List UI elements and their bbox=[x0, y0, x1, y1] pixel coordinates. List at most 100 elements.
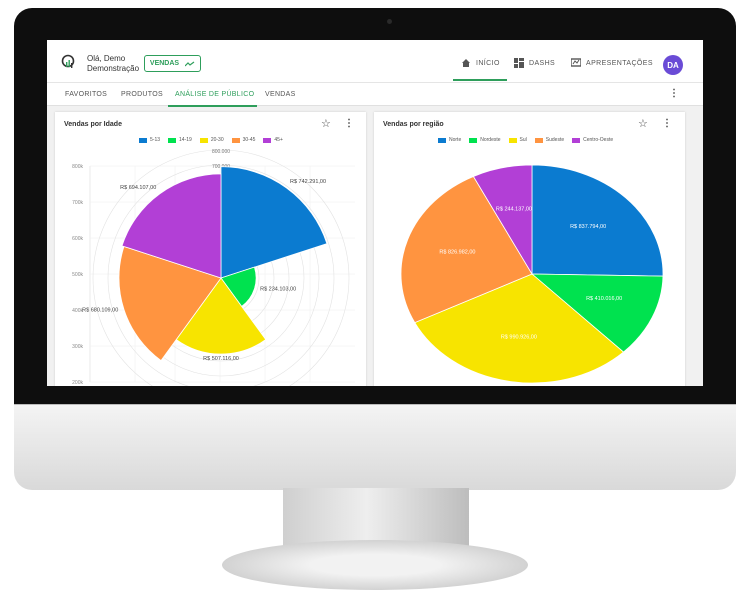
data-label: R$ 680.109,00 bbox=[82, 307, 118, 313]
data-label: R$ 410.016,00 bbox=[586, 296, 622, 302]
data-label: R$ 837.794,00 bbox=[570, 224, 606, 230]
legend-label: 5-13 bbox=[150, 137, 161, 143]
chart-legend: 5-13 14-19 20-30 30-45 45+ bbox=[139, 137, 283, 143]
greeting-name: Olá, Demo bbox=[87, 54, 126, 63]
screen: Olá, Demo Demonstração VENDAS INÍCIO DAS… bbox=[47, 40, 703, 386]
avatar[interactable]: DA bbox=[663, 55, 683, 75]
legend-swatch bbox=[469, 137, 478, 143]
logo-icon[interactable] bbox=[61, 54, 77, 70]
ring-label: 800.000 bbox=[212, 149, 230, 155]
legend-item[interactable]: 45+ bbox=[263, 137, 283, 143]
legend-item[interactable]: 5-13 bbox=[139, 137, 160, 143]
polar-wedge bbox=[175, 277, 267, 355]
legend-swatch bbox=[534, 137, 543, 143]
legend-label: 45+ bbox=[274, 137, 283, 143]
pie-slice bbox=[472, 164, 533, 276]
dashboard-selector-button[interactable]: VENDAS bbox=[144, 55, 201, 72]
monitor-chin bbox=[14, 404, 736, 490]
monitor-stand bbox=[283, 488, 469, 548]
legend-item[interactable]: Nordeste bbox=[469, 137, 501, 143]
legend-swatch bbox=[231, 137, 240, 143]
chart-legend: Norte Nordeste Sul Sudeste Centro-Oeste bbox=[438, 137, 613, 143]
polar-wedge bbox=[118, 245, 222, 362]
polar-area-chart: 800k700k600k500k400k300k200k800.000700.0… bbox=[72, 149, 355, 386]
legend-label: Sudeste bbox=[545, 137, 565, 143]
nav-dashs[interactable]: DASHS bbox=[514, 58, 555, 68]
tab-favoritos[interactable]: FAVORITOS bbox=[65, 91, 108, 98]
nav-presentations[interactable]: APRESENTAÇÕES bbox=[571, 58, 653, 68]
webcam bbox=[387, 19, 392, 24]
home-icon bbox=[462, 59, 470, 67]
legend-label: Nordeste bbox=[480, 137, 501, 143]
legend-item[interactable]: Centro-Oeste bbox=[572, 137, 613, 143]
favorite-star-icon[interactable]: ☆ bbox=[321, 118, 331, 130]
polar-wedge bbox=[220, 266, 257, 307]
pie-chart: R$ 837.794,00 R$ 410.016,00 R$ 990.926,00 R… bbox=[400, 164, 664, 384]
more-options-icon[interactable]: ⋮ bbox=[669, 88, 679, 99]
legend-label: 20-30 bbox=[210, 137, 224, 143]
trend-icon bbox=[185, 61, 195, 66]
legend-item[interactable]: 20-30 bbox=[199, 137, 224, 143]
legend-item[interactable]: Sul bbox=[508, 137, 527, 143]
legend-swatch bbox=[199, 137, 208, 143]
polar-ring bbox=[107, 164, 335, 386]
nav-home[interactable]: INÍCIO bbox=[461, 58, 500, 68]
chart-card-region: Vendas por região ☆ ⋮ Norte Nordeste Sul… bbox=[374, 112, 685, 386]
nav-active-indicator bbox=[453, 79, 507, 81]
y-tick-label: 400k bbox=[72, 308, 83, 314]
data-label: R$ 826.982,00 bbox=[439, 249, 475, 255]
user-greeting: Olá, Demo Demonstração bbox=[87, 54, 139, 74]
favorite-star-icon[interactable]: ☆ bbox=[638, 118, 648, 130]
top-bar: Olá, Demo Demonstração VENDAS INÍCIO DAS… bbox=[47, 40, 703, 82]
legend-label: Norte bbox=[449, 137, 462, 143]
nav-dashs-label: DASHS bbox=[529, 59, 556, 67]
y-tick-label: 800k bbox=[72, 164, 83, 170]
y-tick-label: 700k bbox=[72, 200, 83, 206]
legend-label: Sul bbox=[519, 137, 527, 143]
polar-wedge bbox=[121, 173, 222, 279]
data-label: R$ 694.107,00 bbox=[120, 185, 156, 191]
tab-analise-de-publico[interactable]: ANÁLISE DE PÚBLICO bbox=[175, 91, 255, 98]
tab-bar: FAVORITOS PRODUTOS ANÁLISE DE PÚBLICO VE… bbox=[47, 82, 703, 107]
legend-label: 14-19 bbox=[179, 137, 192, 143]
legend-swatch bbox=[139, 137, 147, 143]
legend-swatch bbox=[263, 137, 272, 143]
data-label: R$ 507.116,00 bbox=[203, 356, 239, 362]
greeting-company: Demonstração bbox=[87, 64, 140, 73]
y-tick-label: 600k bbox=[72, 236, 83, 242]
y-tick-label: 200k bbox=[72, 380, 83, 386]
avatar-initials: DA bbox=[667, 60, 679, 70]
polar-wedge bbox=[220, 166, 328, 279]
nav-presentations-label: APRESENTAÇÕES bbox=[586, 59, 653, 67]
data-label: R$ 990.926,00 bbox=[501, 334, 537, 340]
presentation-icon bbox=[571, 58, 581, 67]
dashboard-icon bbox=[514, 58, 524, 68]
card-menu-icon[interactable]: ⋮ bbox=[344, 118, 354, 129]
polar-ring bbox=[92, 149, 350, 386]
legend-swatch bbox=[508, 137, 517, 143]
legend-item[interactable]: 30-45 bbox=[231, 137, 256, 143]
tab-vendas[interactable]: VENDAS bbox=[265, 91, 296, 98]
legend-label: Centro-Oeste bbox=[583, 137, 614, 143]
data-label: R$ 742.291,00 bbox=[290, 179, 326, 185]
y-tick-label: 500k bbox=[72, 272, 83, 278]
tab-produtos[interactable]: PRODUTOS bbox=[121, 91, 163, 98]
chart-card-age: Vendas por Idade ☆ ⋮ 5-13 14-19 20-30 30… bbox=[55, 112, 366, 386]
chart-title: Vendas por Idade bbox=[64, 121, 122, 128]
legend-swatch bbox=[572, 137, 581, 143]
chart-title: Vendas por região bbox=[383, 121, 444, 128]
legend-item[interactable]: Sudeste bbox=[534, 137, 565, 143]
data-label: R$ 244.137,00 bbox=[496, 206, 532, 212]
pie-slice bbox=[531, 164, 664, 277]
y-tick-label: 300k bbox=[72, 344, 83, 350]
legend-swatch bbox=[438, 137, 446, 143]
nav-home-label: INÍCIO bbox=[476, 59, 500, 67]
pie-slice bbox=[530, 273, 664, 353]
legend-item[interactable]: Norte bbox=[438, 137, 461, 143]
legend-label: 30-45 bbox=[242, 137, 256, 143]
card-menu-icon[interactable]: ⋮ bbox=[662, 118, 672, 129]
legend-item[interactable]: 14-19 bbox=[168, 137, 192, 143]
dashboard-selector-label: VENDAS bbox=[149, 60, 180, 67]
pie-slice bbox=[400, 175, 533, 324]
monitor-base bbox=[222, 540, 528, 590]
